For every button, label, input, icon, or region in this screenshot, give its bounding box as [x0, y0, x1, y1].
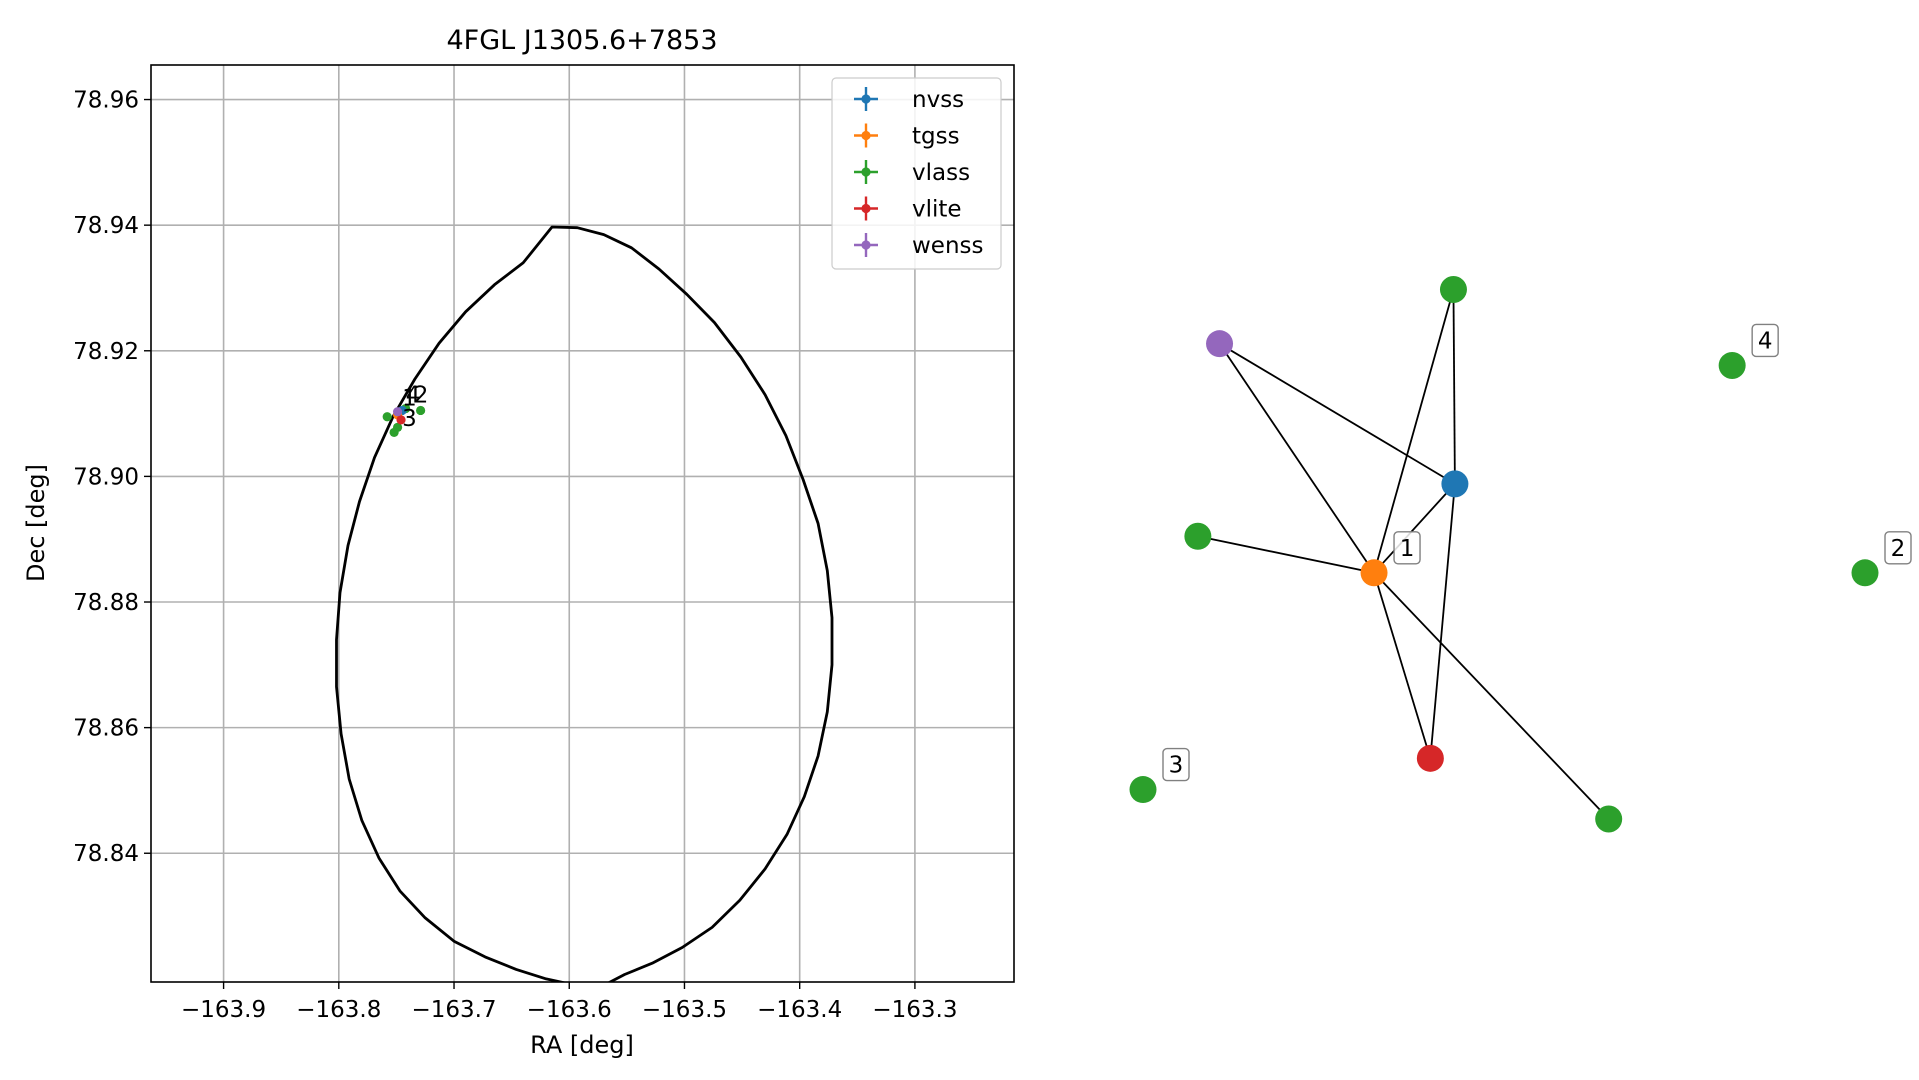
legend-label-nvss: nvss — [912, 87, 964, 113]
x-tick-label: −163.9 — [181, 997, 266, 1023]
network-node-tgss — [1360, 559, 1388, 587]
x-axis-ticks: −163.9 −163.8 −163.7 −163.6 −163.5 −163.4 −163… — [181, 982, 957, 1023]
network-nodes — [1129, 275, 1879, 833]
y-axis-label: Dec [deg] — [22, 464, 50, 582]
network-edge — [1373, 483, 1456, 574]
source-points-layer — [382, 403, 426, 438]
legend-marker-dot — [861, 240, 871, 250]
x-tick-label: −163.6 — [527, 997, 612, 1023]
y-tick-label: 78.86 — [73, 716, 139, 742]
x-axis-label: RA [deg] — [530, 1031, 634, 1059]
node-label-box: 4 — [1751, 323, 1779, 358]
node-label-frame — [1751, 323, 1779, 358]
point-annotation: 2 — [414, 382, 429, 408]
legend-marker-dot — [861, 130, 871, 141]
network-node-labels: 1 4 2 3 — [1162, 323, 1912, 782]
error-ellipse-layer — [335, 225, 834, 982]
node-label-frame — [1884, 531, 1912, 565]
legend-label-vlite: vlite — [912, 197, 962, 223]
network-node-wenss — [1206, 330, 1234, 358]
node-label-text: 2 — [1891, 536, 1906, 562]
source-network-graph: 1 4 2 3 — [1129, 275, 1912, 833]
node-label-text: 1 — [1400, 536, 1415, 562]
y-tick-label: 78.94 — [73, 213, 139, 239]
x-tick-label: −163.3 — [872, 997, 957, 1023]
node-label-box: 1 — [1393, 531, 1421, 565]
node-label-box: 3 — [1162, 747, 1190, 782]
legend-marker-dot — [861, 167, 871, 177]
network-edge — [1452, 289, 1456, 484]
node-label-text: 4 — [1758, 328, 1773, 354]
network-node-vlass_f — [1129, 776, 1157, 804]
network-node-vlass_e — [1851, 559, 1879, 587]
data-point-vlass — [382, 412, 392, 422]
plot-frame — [150, 64, 1015, 983]
y-axis-ticks: 78.84 78.86 78.88 78.90 78.92 78.94 78.96 — [73, 88, 151, 867]
legend-frame — [831, 77, 1002, 270]
x-tick-label: −163.4 — [757, 997, 842, 1023]
x-tick-label: −163.5 — [642, 997, 727, 1023]
node-label-text: 3 — [1169, 753, 1184, 779]
data-point-vlite — [396, 415, 406, 425]
node-label-frame — [1393, 531, 1421, 565]
point-annotation: 1 — [402, 385, 417, 411]
network-node-vlass_a — [1439, 275, 1467, 303]
network-edge — [1373, 572, 1432, 759]
network-node-vlass_b — [1184, 522, 1212, 550]
network-edge — [1373, 289, 1455, 574]
network-edge — [1219, 342, 1456, 485]
point-annotation: 4 — [406, 382, 421, 408]
network-edge — [1373, 572, 1610, 820]
error-ellipse — [335, 225, 834, 982]
y-tick-label: 78.88 — [73, 590, 139, 616]
data-point-vlass — [416, 405, 426, 416]
node-label-frame — [1162, 747, 1190, 782]
legend: nvss tgss vlass vlite wenss — [831, 77, 1002, 270]
legend-marker-dot — [861, 94, 871, 104]
data-point-vlass — [389, 427, 399, 438]
y-tick-label: 78.92 — [73, 339, 139, 365]
node-label-box: 2 — [1884, 531, 1912, 565]
x-tick-label: −163.8 — [296, 997, 381, 1023]
chart-title: 4FGL J1305.6+7853 — [446, 25, 717, 56]
network-edges — [1197, 289, 1610, 820]
legend-label-vlass: vlass — [912, 160, 970, 186]
network-edge — [1429, 483, 1456, 759]
network-node-vlass_d — [1718, 351, 1746, 379]
network-edge — [1218, 343, 1375, 574]
data-point-wenss — [392, 407, 403, 417]
network-node-nvss — [1441, 470, 1469, 498]
legend-label-wenss: wenss — [912, 233, 984, 259]
legend-label-tgss: tgss — [912, 124, 960, 150]
network-node-vlass_c — [1595, 805, 1623, 833]
y-tick-label: 78.96 — [73, 88, 139, 114]
x-tick-label: −163.7 — [411, 997, 496, 1023]
point-annotation: 3 — [402, 406, 417, 432]
y-tick-label: 78.90 — [73, 464, 139, 490]
network-edge — [1197, 535, 1375, 574]
y-tick-label: 78.84 — [73, 841, 139, 867]
network-node-vlite — [1416, 744, 1444, 772]
legend-marker-dot — [861, 203, 871, 214]
